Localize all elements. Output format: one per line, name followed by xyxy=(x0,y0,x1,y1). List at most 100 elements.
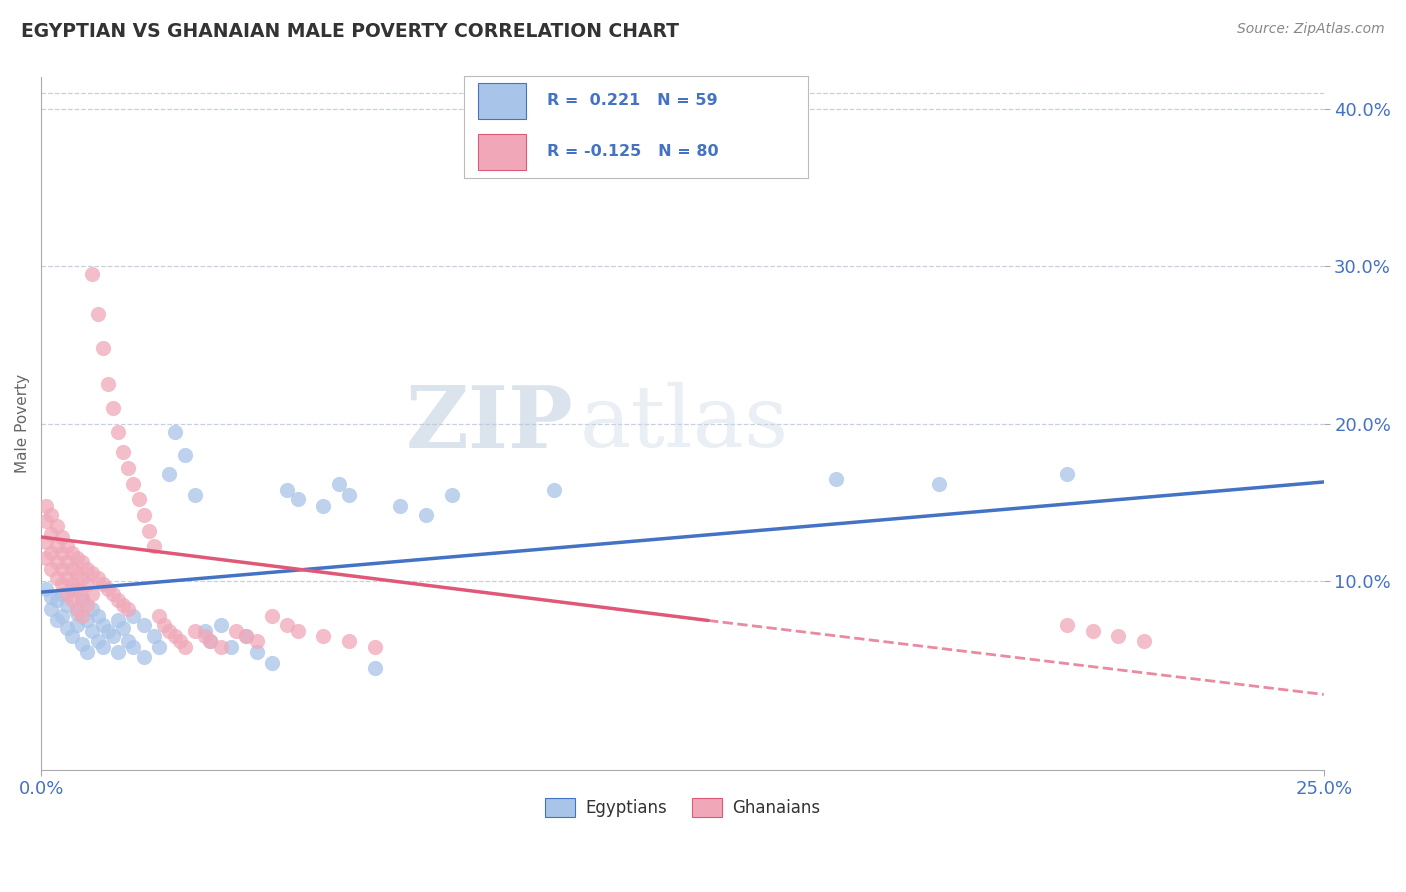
Point xyxy=(35,534,58,549)
Point xyxy=(91,577,114,591)
Point xyxy=(415,508,437,522)
Point xyxy=(91,640,114,655)
Point xyxy=(66,550,89,565)
Point xyxy=(276,483,298,497)
Point xyxy=(55,571,77,585)
Point xyxy=(51,530,73,544)
Point xyxy=(97,582,120,596)
Point xyxy=(143,540,166,554)
Bar xyxy=(478,135,526,170)
Point xyxy=(138,524,160,538)
Point xyxy=(101,401,124,415)
Point xyxy=(235,629,257,643)
Point xyxy=(101,587,124,601)
Point xyxy=(82,587,104,601)
Point xyxy=(70,593,93,607)
Point xyxy=(55,540,77,554)
Point xyxy=(82,566,104,581)
Point xyxy=(76,614,98,628)
Point xyxy=(260,656,283,670)
Point xyxy=(276,618,298,632)
Point xyxy=(363,640,385,655)
Point xyxy=(225,624,247,639)
Point xyxy=(157,467,180,481)
Point xyxy=(173,448,195,462)
Point xyxy=(287,492,309,507)
Point xyxy=(41,590,63,604)
Legend: Egyptians, Ghanaians: Egyptians, Ghanaians xyxy=(538,791,827,824)
Point xyxy=(86,634,108,648)
Point xyxy=(143,629,166,643)
Point xyxy=(209,640,232,655)
Point xyxy=(51,608,73,623)
Point xyxy=(440,487,463,501)
Point xyxy=(107,614,129,628)
Point xyxy=(82,624,104,639)
Point xyxy=(173,640,195,655)
Point xyxy=(51,577,73,591)
Point xyxy=(35,499,58,513)
Point xyxy=(287,624,309,639)
Point xyxy=(235,629,257,643)
Text: R =  0.221   N = 59: R = 0.221 N = 59 xyxy=(547,93,717,108)
Point xyxy=(86,608,108,623)
Point xyxy=(112,445,135,459)
Point xyxy=(117,602,139,616)
Point xyxy=(101,629,124,643)
Point xyxy=(70,571,93,585)
Point xyxy=(148,640,170,655)
Point xyxy=(55,587,77,601)
Point xyxy=(163,629,186,643)
Point xyxy=(60,593,83,607)
Point xyxy=(194,624,217,639)
Point xyxy=(60,582,83,596)
Point xyxy=(1081,624,1104,639)
Point xyxy=(55,598,77,612)
Point xyxy=(70,608,93,623)
Point xyxy=(219,640,242,655)
Point xyxy=(70,555,93,569)
Point xyxy=(45,571,67,585)
Point xyxy=(112,621,135,635)
Bar xyxy=(478,83,526,119)
Point xyxy=(337,634,360,648)
Point xyxy=(70,590,93,604)
Point xyxy=(76,598,98,612)
Point xyxy=(328,476,350,491)
Point xyxy=(35,550,58,565)
Point xyxy=(1108,629,1130,643)
Point xyxy=(1056,467,1078,481)
Point xyxy=(312,629,335,643)
Point xyxy=(51,587,73,601)
Point xyxy=(41,546,63,560)
Text: atlas: atlas xyxy=(579,382,789,466)
Point xyxy=(76,645,98,659)
Point xyxy=(107,645,129,659)
Point xyxy=(82,267,104,281)
Point xyxy=(928,476,950,491)
Point xyxy=(363,661,385,675)
Point xyxy=(122,640,145,655)
Point xyxy=(107,593,129,607)
Point xyxy=(209,618,232,632)
Point xyxy=(543,483,565,497)
Point xyxy=(122,608,145,623)
Point xyxy=(117,634,139,648)
Point xyxy=(312,499,335,513)
Point xyxy=(200,634,222,648)
Point xyxy=(41,508,63,522)
Point xyxy=(112,598,135,612)
Point xyxy=(51,546,73,560)
Point xyxy=(41,527,63,541)
Point xyxy=(1056,618,1078,632)
Point xyxy=(55,621,77,635)
Point xyxy=(45,555,67,569)
Point xyxy=(60,561,83,575)
Point xyxy=(389,499,412,513)
Point xyxy=(157,624,180,639)
Point xyxy=(132,618,155,632)
Point xyxy=(132,649,155,664)
Point xyxy=(260,608,283,623)
Text: EGYPTIAN VS GHANAIAN MALE POVERTY CORRELATION CHART: EGYPTIAN VS GHANAIAN MALE POVERTY CORREL… xyxy=(21,22,679,41)
Y-axis label: Male Poverty: Male Poverty xyxy=(15,374,30,474)
